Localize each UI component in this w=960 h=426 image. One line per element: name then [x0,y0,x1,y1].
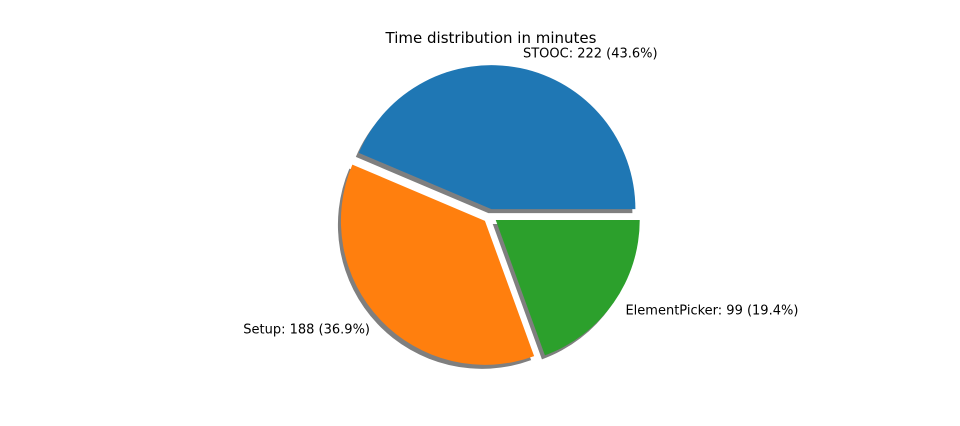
pie-slice-stooc [358,65,636,210]
slice-label-stooc: STOOC: 222 (43.6%) [523,46,658,61]
slice-labels: STOOC: 222 (43.6%) Setup: 188 (36.9%) Elem… [243,46,798,337]
slice-label-setup: Setup: 188 (36.9%) [243,322,370,337]
slice-label-elementpicker: ElementPicker: 99 (19.4%) [625,303,798,318]
slices [340,65,640,365]
chart-title: Time distribution in minutes [385,29,597,47]
pie-slice-setup [340,164,535,365]
pie-slice-elementpicker [495,220,640,356]
